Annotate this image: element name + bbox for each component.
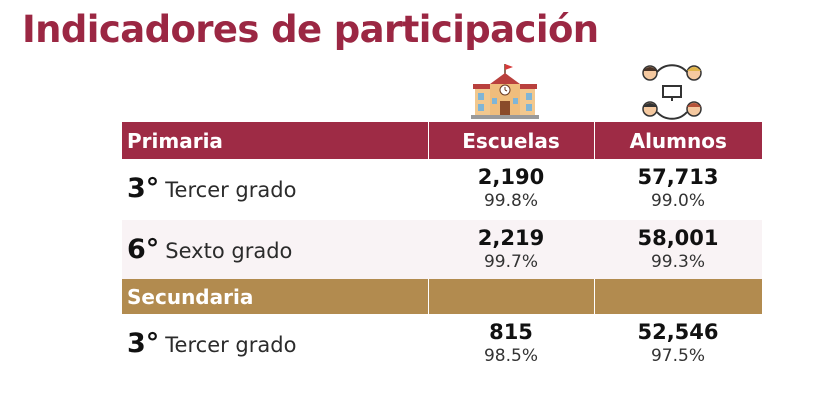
participation-table: Primaria Escuelas Alumnos 3° Tercer grado…	[122, 122, 762, 373]
escuelas-value: 2,190	[477, 164, 545, 189]
alumnos-value: 57,713	[637, 164, 719, 189]
alumnos-percent: 99.0%	[650, 190, 705, 211]
grade-number: 6°	[127, 234, 160, 265]
primaria-header-row: Primaria Escuelas Alumnos	[122, 122, 762, 159]
column-header-alumnos: Alumnos	[593, 122, 762, 159]
grade-name: Tercer grado	[165, 178, 297, 202]
alumnos-percent: 99.3%	[650, 251, 705, 272]
grade-number: 3°	[127, 328, 160, 359]
escuelas-value: 815	[489, 319, 533, 344]
secundaria-label: Secundaria	[122, 279, 428, 314]
escuelas-percent: 98.5%	[483, 345, 538, 366]
page-title: Indicadores de participación	[22, 8, 599, 51]
grade-name: Tercer grado	[165, 333, 297, 357]
escuelas-percent: 99.7%	[483, 251, 538, 272]
table-row: 3° Tercer grado 2,190 99.8% 57,713 99.0%	[122, 159, 762, 220]
table-row: 6° Sexto grado 2,219 99.7% 58,001 99.3%	[122, 219, 762, 279]
alumnos-value: 52,546	[637, 319, 719, 344]
escuelas-percent: 99.8%	[483, 190, 538, 211]
alumnos-percent: 97.5%	[650, 345, 705, 366]
alumnos-value: 58,001	[637, 225, 719, 250]
table-row: 3° Tercer grado 815 98.5% 52,546 97.5%	[122, 314, 762, 373]
students-group-icon	[637, 62, 707, 122]
primaria-label: Primaria	[122, 122, 428, 159]
grade-name: Sexto grado	[165, 239, 293, 263]
school-building-icon	[470, 62, 540, 122]
grade-number: 3°	[127, 173, 160, 204]
escuelas-value: 2,219	[477, 225, 545, 250]
secundaria-header-row: Secundaria	[122, 279, 762, 314]
column-header-escuelas: Escuelas	[427, 122, 594, 159]
